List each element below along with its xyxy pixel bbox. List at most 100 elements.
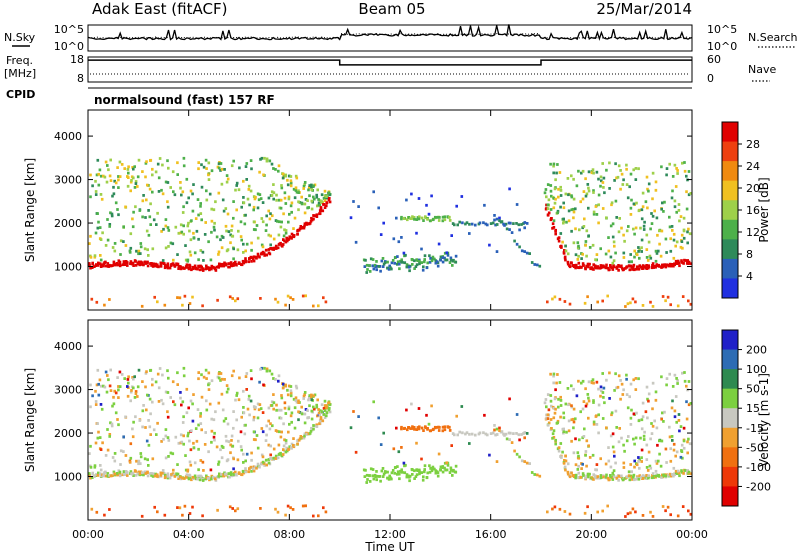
velocity-cell bbox=[604, 475, 608, 479]
velocity-cell bbox=[214, 479, 218, 482]
velocity-cell bbox=[608, 478, 611, 481]
power-cell bbox=[234, 188, 237, 192]
velocity-cell bbox=[288, 445, 291, 449]
power-cell bbox=[284, 231, 288, 235]
power-cell bbox=[217, 253, 220, 256]
power-cell bbox=[675, 210, 678, 214]
velocity-cell bbox=[668, 435, 672, 439]
power-cell bbox=[267, 209, 270, 213]
velocity-cell bbox=[218, 472, 221, 476]
power-cell bbox=[577, 266, 580, 269]
velocity-cell bbox=[553, 397, 557, 401]
power-cell bbox=[305, 222, 309, 226]
power-cell bbox=[520, 249, 524, 253]
velocity-cell bbox=[629, 463, 632, 466]
velocity-cell bbox=[615, 386, 618, 390]
velocity-cell bbox=[584, 387, 587, 391]
velocity-cell bbox=[597, 413, 600, 417]
velocity-cell bbox=[570, 439, 573, 443]
power-cell bbox=[223, 168, 226, 171]
velocity-cell bbox=[97, 471, 100, 475]
velocity-cell bbox=[193, 474, 197, 478]
velocity-cell bbox=[609, 475, 612, 479]
power-cell bbox=[194, 267, 198, 271]
velocity-cell bbox=[578, 438, 581, 442]
velocity-cell bbox=[567, 403, 570, 407]
power-cell bbox=[259, 297, 262, 300]
power-cell bbox=[375, 260, 378, 263]
velocity-cell bbox=[685, 417, 689, 421]
power-cell bbox=[306, 199, 309, 202]
velocity-cell bbox=[417, 427, 421, 431]
colorbar-segment bbox=[722, 427, 738, 448]
power-cell bbox=[313, 197, 316, 201]
velocity-cell bbox=[297, 418, 300, 422]
velocity-cell bbox=[592, 381, 595, 385]
power-cell bbox=[207, 173, 210, 177]
power-cell bbox=[588, 246, 592, 249]
power-cell bbox=[187, 221, 190, 225]
power-cell bbox=[458, 220, 461, 224]
power-cell bbox=[422, 265, 425, 269]
velocity-cell bbox=[128, 460, 132, 464]
power-cell bbox=[630, 265, 634, 269]
velocity-cell bbox=[586, 505, 589, 509]
velocity-cell bbox=[621, 478, 625, 482]
velocity-cell bbox=[377, 416, 380, 420]
velocity-cell bbox=[431, 465, 435, 469]
power-cell bbox=[590, 171, 594, 175]
velocity-cell bbox=[200, 395, 204, 399]
power-cell bbox=[203, 233, 207, 236]
power-cell bbox=[323, 199, 327, 202]
power-cell bbox=[608, 268, 611, 271]
velocity-cell bbox=[632, 378, 635, 382]
power-cell bbox=[269, 234, 272, 238]
power-cell bbox=[606, 294, 609, 298]
power-cell bbox=[93, 265, 96, 268]
power-cell bbox=[307, 222, 311, 225]
power-cell bbox=[443, 256, 446, 260]
velocity-cell bbox=[638, 466, 641, 470]
y-tick-label: 1000 bbox=[54, 471, 82, 484]
velocity-cell bbox=[138, 472, 142, 476]
velocity-cell bbox=[672, 442, 676, 446]
velocity-cell bbox=[321, 419, 325, 423]
velocity-cell bbox=[122, 435, 125, 439]
velocity-cell bbox=[566, 470, 570, 474]
power-cell bbox=[200, 185, 204, 189]
velocity-cell bbox=[682, 446, 686, 450]
power-cell bbox=[396, 260, 400, 264]
power-cell bbox=[654, 180, 658, 184]
power-cell bbox=[188, 302, 192, 305]
velocity-cell bbox=[292, 397, 296, 401]
velocity-cell bbox=[199, 414, 202, 418]
velocity-cell bbox=[242, 406, 245, 409]
velocity-cell bbox=[252, 418, 255, 422]
velocity-cell bbox=[250, 451, 253, 455]
velocity-cell bbox=[169, 451, 173, 455]
power-cell bbox=[550, 217, 553, 220]
power-cell bbox=[137, 249, 141, 253]
power-cell bbox=[562, 220, 566, 224]
power-cell bbox=[269, 212, 272, 216]
velocity-cell bbox=[375, 478, 378, 482]
velocity-cell bbox=[592, 478, 595, 481]
velocity-cell bbox=[215, 445, 219, 449]
velocity-cell bbox=[164, 456, 168, 460]
velocity-cell bbox=[122, 450, 125, 453]
power-cell bbox=[117, 213, 120, 217]
power-cell bbox=[582, 264, 585, 267]
power-cell bbox=[207, 161, 211, 165]
power-cell bbox=[637, 267, 641, 271]
power-cell bbox=[654, 188, 658, 192]
power-cell bbox=[372, 267, 376, 271]
velocity-cell bbox=[672, 474, 675, 478]
velocity-cell bbox=[676, 379, 679, 382]
power-cell bbox=[647, 189, 650, 193]
power-cell bbox=[261, 245, 265, 249]
velocity-cell bbox=[568, 512, 572, 516]
power-cell bbox=[239, 235, 243, 238]
power-cell bbox=[323, 194, 327, 197]
velocity-cell bbox=[640, 427, 644, 431]
power-cell bbox=[609, 255, 613, 259]
